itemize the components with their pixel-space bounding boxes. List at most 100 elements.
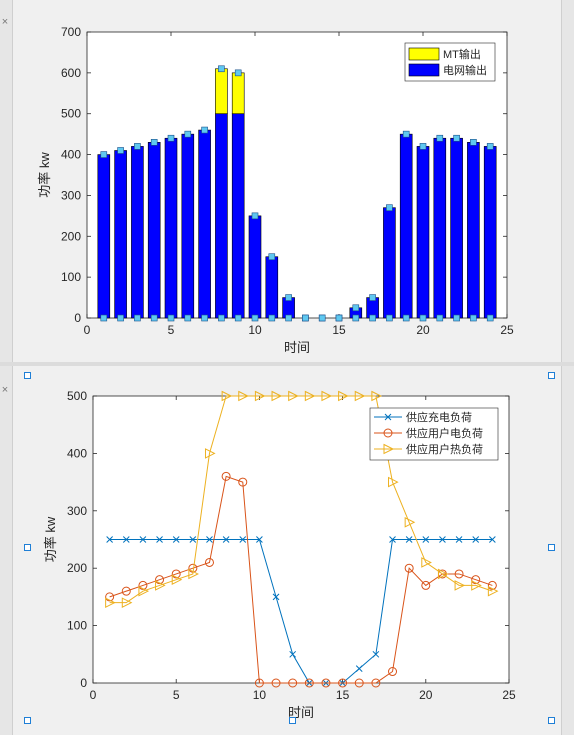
close-icon[interactable]: × <box>1 384 9 396</box>
y-tick-label: 300 <box>61 188 81 202</box>
bar-grid-output <box>215 113 228 319</box>
bar-grid-output <box>416 146 430 319</box>
resize-handle[interactable] <box>548 372 555 379</box>
bar-base-marker <box>268 314 276 322</box>
data-point-triangle <box>288 390 299 402</box>
resize-handle[interactable] <box>24 544 31 551</box>
x-axis-label: 时间 <box>284 340 310 355</box>
resize-handle[interactable] <box>289 717 296 724</box>
data-point-triangle <box>204 448 216 459</box>
bar-base-marker <box>201 314 208 322</box>
data-point-x <box>272 593 280 601</box>
data-point-triangle <box>437 568 449 580</box>
bar-base-marker <box>352 314 360 322</box>
left-panel-strip-bottom: × <box>0 366 13 735</box>
series-line <box>109 475 493 684</box>
right-panel-strip-bottom <box>561 366 574 735</box>
bar-top-marker <box>268 253 276 261</box>
x-tick-label: 5 <box>173 688 180 702</box>
bar-top-marker <box>470 139 477 146</box>
x-tick-label: 20 <box>419 688 433 702</box>
close-icon[interactable]: × <box>1 16 9 28</box>
data-point-circle <box>454 569 464 579</box>
bar-top-marker <box>419 143 427 150</box>
bar-top-marker <box>134 143 141 150</box>
legend-swatch <box>408 63 440 77</box>
bar-grid-output <box>265 256 279 319</box>
data-point-circle <box>421 580 431 590</box>
x-tick-label: 15 <box>332 323 346 337</box>
legend-marker <box>383 443 395 455</box>
data-point-circle <box>238 477 248 487</box>
data-point-x <box>455 536 463 543</box>
resize-handle[interactable] <box>548 544 555 551</box>
data-point-x <box>389 536 396 543</box>
bar-top-marker <box>218 65 225 73</box>
data-point-circle <box>404 563 414 573</box>
data-point-circle <box>487 580 497 590</box>
data-point-circle <box>155 575 165 585</box>
bar-base-marker <box>419 314 427 322</box>
y-tick-label: 200 <box>61 229 81 243</box>
bar-grid-output <box>467 142 480 319</box>
bar-top-marker <box>184 130 192 138</box>
bar-base-marker <box>302 314 309 322</box>
bar-top-marker <box>234 69 242 77</box>
data-point-circle <box>371 678 381 688</box>
data-point-x <box>156 536 163 543</box>
y-tick-label: 400 <box>67 446 87 460</box>
bar-grid-output <box>198 129 211 319</box>
resize-handle[interactable] <box>24 717 31 724</box>
y-tick-label: 100 <box>67 619 87 633</box>
y-tick-label: 500 <box>67 389 87 403</box>
data-point-x <box>405 536 413 543</box>
series-line <box>109 539 493 684</box>
y-tick-label: 0 <box>74 311 81 325</box>
data-point-circle <box>471 575 481 585</box>
data-point-x <box>472 536 480 543</box>
x-tick-label: 10 <box>248 323 262 337</box>
data-point-triangle <box>354 390 366 402</box>
data-point-triangle <box>254 390 266 402</box>
bar-base-marker <box>234 314 242 322</box>
data-point-circle <box>271 678 281 688</box>
data-point-circle <box>138 580 148 590</box>
x-tick-label: 10 <box>253 688 267 702</box>
bar-base-marker <box>117 314 124 322</box>
x-tick-label: 25 <box>502 688 516 702</box>
bar-grid-output <box>114 150 127 319</box>
line-chart-load-supply: 0 5 10 15 20 25 0 100 200 300 400 500 时间 功率 kw 供应充电负荷供… <box>43 389 516 720</box>
data-point-triangle <box>304 390 316 402</box>
bar-base-marker <box>150 314 158 322</box>
bar-top-marker <box>453 134 460 142</box>
series-line <box>109 395 493 604</box>
y-tick-label: 400 <box>61 148 81 162</box>
data-point-triangle <box>404 516 416 528</box>
bar-grid-output <box>97 154 111 319</box>
x-tick-label: 20 <box>416 323 430 337</box>
y-axis-label: 功率 kw <box>37 152 52 198</box>
data-point-circle <box>304 678 314 688</box>
x-tick-label: 25 <box>500 323 514 337</box>
bar-top-marker <box>167 134 175 142</box>
data-point-triangle <box>221 390 233 402</box>
legend-entry: 电网输出 <box>443 63 487 77</box>
data-point-x <box>439 536 446 543</box>
legend-entry: 供应用户热负荷 <box>406 442 483 456</box>
bar-grid-output <box>433 137 447 319</box>
data-point-triangle <box>138 585 150 597</box>
data-point-circle <box>288 678 298 688</box>
pane-divider[interactable] <box>0 362 574 366</box>
y-tick-label: 600 <box>61 66 81 80</box>
resize-handle[interactable] <box>548 717 555 724</box>
bar-grid-output <box>231 113 245 319</box>
y-tick-label: 300 <box>67 504 87 518</box>
data-point-triangle <box>421 557 432 568</box>
resize-handle[interactable] <box>24 372 31 379</box>
bar-grid-output <box>450 137 463 319</box>
data-point-triangle <box>371 390 382 402</box>
data-point-triangle <box>471 580 482 591</box>
bar-top-marker <box>100 151 108 158</box>
data-point-triangle <box>105 597 116 608</box>
legend-marker <box>384 413 392 421</box>
